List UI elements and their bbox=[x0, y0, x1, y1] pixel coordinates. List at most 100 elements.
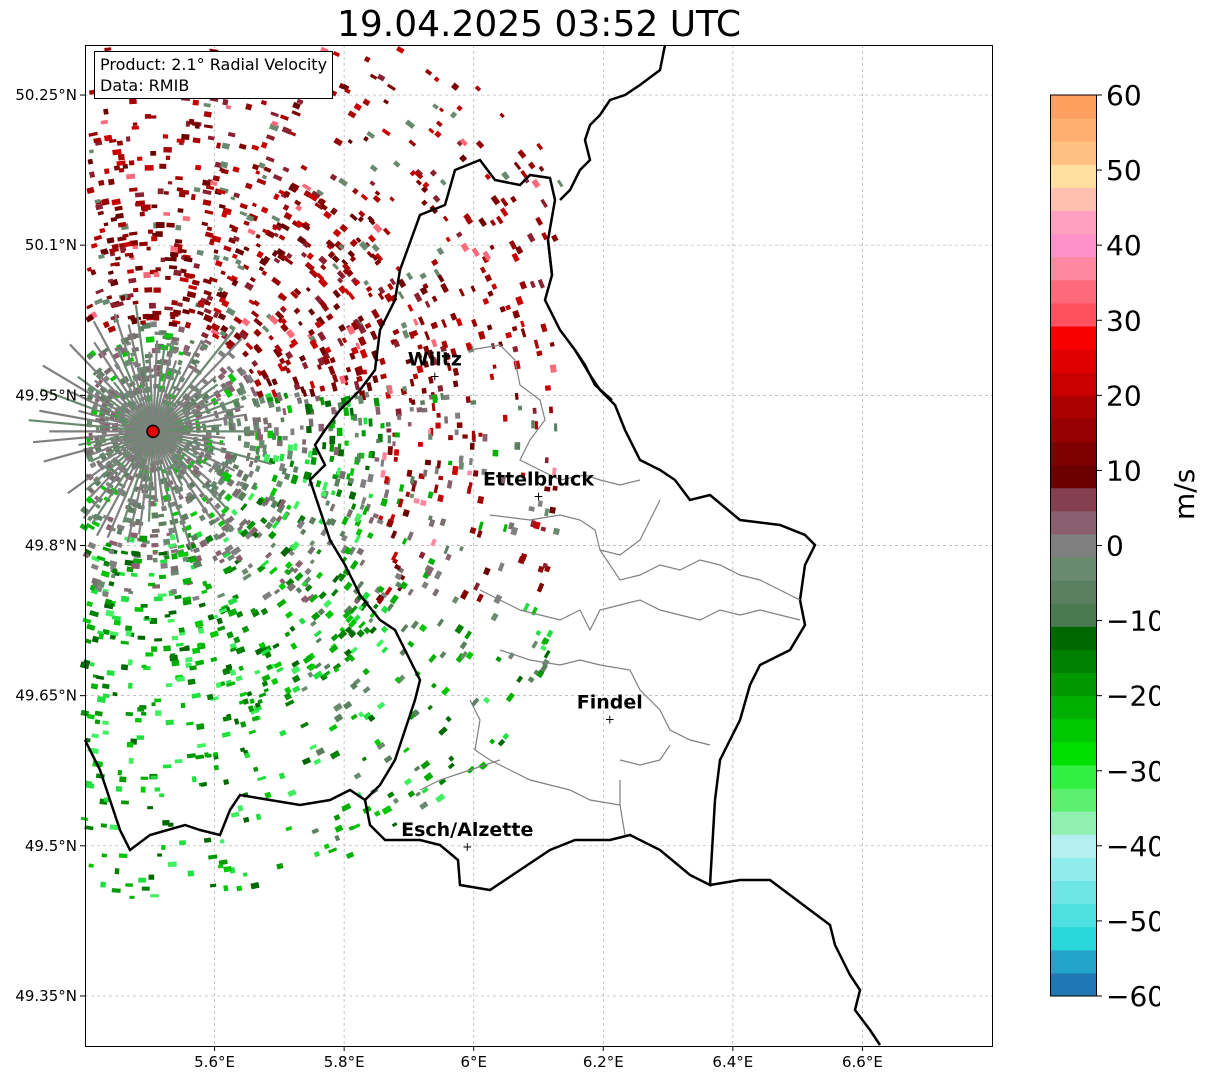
echo-gate bbox=[412, 373, 419, 380]
echo-spoke bbox=[152, 337, 243, 433]
echo-gate bbox=[255, 813, 262, 821]
echo-gate bbox=[330, 588, 339, 597]
echo-gate bbox=[225, 681, 236, 688]
echo-gate bbox=[513, 161, 522, 171]
echo-gate bbox=[499, 305, 506, 313]
echo-gate bbox=[227, 608, 238, 617]
echo-gate bbox=[205, 324, 213, 331]
echo-gate bbox=[502, 523, 508, 533]
data-source-label: Data: RMIB bbox=[100, 76, 190, 95]
echo-gate bbox=[490, 194, 501, 206]
echo-gate bbox=[213, 389, 222, 399]
echo-gate bbox=[113, 619, 121, 626]
echo-gate bbox=[514, 442, 521, 450]
echo-gate bbox=[289, 625, 296, 632]
echo-gate bbox=[421, 387, 427, 394]
echo-gate bbox=[372, 195, 381, 203]
echo-gate bbox=[230, 811, 240, 818]
echo-gate bbox=[210, 656, 218, 663]
echo-gate bbox=[285, 328, 296, 339]
echo-gate bbox=[155, 231, 163, 237]
echo-gate bbox=[226, 478, 235, 487]
echo-gate bbox=[302, 654, 313, 664]
echo-gate bbox=[174, 759, 183, 764]
echo-gate bbox=[182, 308, 191, 315]
echo-gate bbox=[238, 700, 245, 705]
echo-gate bbox=[471, 318, 478, 328]
echo-gate bbox=[167, 367, 177, 373]
echo-gate bbox=[501, 171, 510, 181]
echo-gate bbox=[429, 169, 437, 177]
echo-gate bbox=[294, 572, 304, 582]
echo-gate bbox=[322, 442, 327, 450]
echo-gate bbox=[497, 562, 505, 572]
colorbar-segment bbox=[1050, 279, 1096, 304]
echo-gate bbox=[374, 259, 382, 266]
echo-gate bbox=[225, 104, 232, 110]
echo-gate bbox=[157, 188, 164, 195]
echo-gate bbox=[256, 250, 264, 259]
echo-gate bbox=[245, 214, 255, 222]
echo-gate bbox=[151, 646, 158, 652]
echo-gate bbox=[531, 420, 535, 429]
echo-spoke bbox=[126, 431, 155, 543]
echo-gate bbox=[387, 446, 393, 456]
echo-gate bbox=[328, 365, 336, 376]
echo-gate bbox=[206, 226, 213, 232]
echo-gate bbox=[369, 73, 378, 80]
echo-gate bbox=[193, 262, 201, 269]
echo-gate bbox=[148, 572, 155, 577]
echo-gate bbox=[265, 377, 273, 387]
echo-gate bbox=[270, 499, 279, 509]
echo-gate bbox=[357, 395, 364, 405]
echo-gate bbox=[202, 278, 213, 285]
echo-gate bbox=[342, 610, 352, 619]
echo-gate bbox=[208, 854, 218, 860]
echo-gate bbox=[180, 702, 186, 709]
echo-spoke bbox=[152, 375, 217, 433]
echo-gate bbox=[188, 284, 198, 291]
echo-gate bbox=[202, 199, 212, 207]
echo-gate bbox=[142, 313, 150, 320]
city-label: Esch/Alzette bbox=[401, 819, 533, 841]
echo-gate bbox=[85, 314, 95, 323]
echo-gate bbox=[460, 242, 470, 253]
echo-gate bbox=[241, 473, 250, 482]
echo-gate bbox=[86, 266, 93, 272]
echo-gate bbox=[155, 710, 162, 716]
echo-gate bbox=[211, 461, 219, 471]
echo-gate bbox=[158, 521, 167, 527]
echo-gate bbox=[341, 516, 349, 526]
echo-gate bbox=[136, 735, 145, 740]
echo-gate bbox=[203, 289, 212, 297]
echo-gate bbox=[157, 853, 162, 857]
echo-gate bbox=[335, 489, 343, 498]
echo-gate bbox=[409, 378, 415, 387]
echo-gate bbox=[94, 719, 101, 725]
echo-gate bbox=[484, 274, 493, 282]
echo-gate bbox=[454, 412, 461, 419]
colorbar-tick-label: −50 bbox=[1106, 905, 1160, 938]
echo-spoke bbox=[32, 430, 154, 444]
echo-gate bbox=[213, 249, 219, 255]
echo-gate bbox=[295, 220, 304, 229]
echo-gate bbox=[358, 417, 363, 426]
echo-gate bbox=[286, 582, 297, 592]
echo-gate bbox=[333, 814, 341, 821]
echo-gate bbox=[296, 519, 305, 530]
echo-gate bbox=[435, 793, 446, 803]
echo-gate bbox=[348, 546, 356, 556]
echo-gate bbox=[106, 669, 115, 677]
echo-gate bbox=[267, 401, 275, 409]
echo-gate bbox=[341, 802, 352, 812]
echo-gate bbox=[146, 246, 151, 251]
echo-gate bbox=[285, 577, 295, 587]
echo-gate bbox=[422, 469, 428, 477]
echo-gate bbox=[92, 585, 103, 593]
echo-gate bbox=[381, 452, 387, 461]
echo-gate bbox=[473, 582, 481, 591]
echo-gate bbox=[338, 243, 345, 251]
echo-gate bbox=[261, 680, 269, 687]
echo-gate bbox=[350, 321, 360, 331]
echo-gate bbox=[212, 254, 220, 262]
